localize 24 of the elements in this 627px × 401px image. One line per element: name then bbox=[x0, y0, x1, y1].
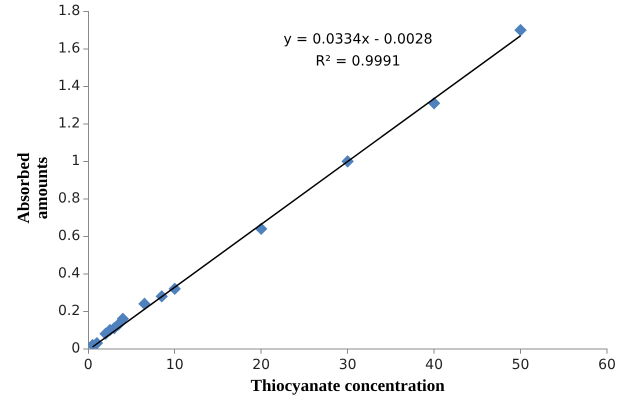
x-tick-label: 0 bbox=[84, 356, 93, 373]
y-tick-label: 0.2 bbox=[58, 302, 80, 319]
y-tick-label: 1.6 bbox=[58, 40, 80, 57]
annotation: R² = 0.9991 bbox=[316, 53, 400, 70]
y-tick-label: 0.4 bbox=[58, 265, 80, 282]
point bbox=[514, 24, 527, 36]
y-tick-label: 0 bbox=[71, 340, 80, 356]
point bbox=[138, 298, 150, 310]
x-tick-label: 50 bbox=[512, 356, 530, 373]
x-tick-label: 40 bbox=[425, 356, 443, 373]
annotation: y = 0.0334x - 0.0028 bbox=[283, 31, 433, 48]
x-tick-label: 60 bbox=[598, 356, 616, 373]
y-tick-label: 1.8 bbox=[58, 3, 80, 20]
x-axis-title: Thiocyanate concentration bbox=[250, 376, 446, 396]
y-tick-label: 1.2 bbox=[58, 116, 80, 132]
y-tick-label: 1.4 bbox=[58, 78, 80, 94]
y-tick-label: 0.8 bbox=[58, 190, 80, 206]
point bbox=[116, 312, 129, 325]
y-axis-title: Absorbed amounts bbox=[14, 152, 51, 226]
x-tick-label: 20 bbox=[252, 356, 270, 373]
x-tick-label: 10 bbox=[166, 356, 184, 373]
x-tick-label: 30 bbox=[338, 356, 357, 373]
y-tick-label: 1 bbox=[71, 152, 80, 169]
y-tick-label: 0.6 bbox=[58, 228, 80, 244]
